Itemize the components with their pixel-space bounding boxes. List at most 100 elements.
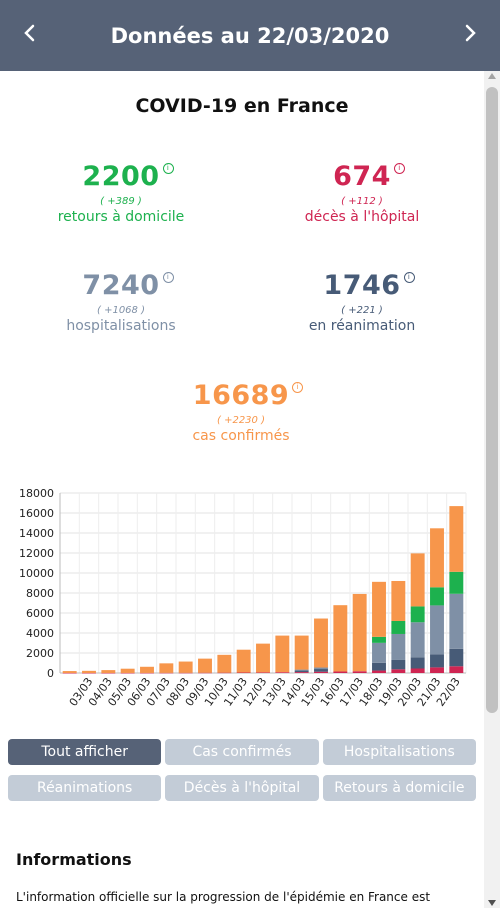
y-tick-label: 8000: [26, 587, 54, 600]
bar-retours: [410, 606, 425, 623]
stat-hospitalisations-delta: ( +1068 ): [97, 305, 145, 316]
bar-deces: [314, 671, 328, 673]
bar-confirmes: [159, 663, 174, 673]
bar-confirmes: [178, 661, 193, 673]
bar-retours: [372, 636, 386, 643]
chevron-right-icon: [465, 24, 476, 42]
bar-hospitalisations: [391, 633, 406, 660]
stat-reanimation-value: 1746 i: [323, 270, 415, 301]
main-content: COVID-19 en France 2200 i ( +389 ) retour…: [0, 71, 484, 908]
filter-row-1: Tout afficher Cas confirmés Hospitalisat…: [8, 739, 476, 765]
bar-deces: [120, 672, 135, 674]
scrollbar[interactable]: [484, 71, 500, 908]
info-icon[interactable]: i: [162, 272, 174, 283]
bar-confirmes: [82, 670, 96, 673]
filter-retours-button[interactable]: Retours à domicile: [322, 775, 476, 801]
bar-confirmes: [430, 528, 444, 588]
country-title: COVID-19 en France: [135, 95, 349, 117]
stat-confirmes-label: cas confirmés: [192, 428, 290, 444]
stat-deces: 674 i ( +112 ) décès à l'hôpital: [252, 161, 472, 225]
previous-day-button[interactable]: [14, 18, 44, 48]
stat-deces-label: décès à l'hôpital: [304, 209, 420, 225]
bar-deces: [333, 671, 348, 673]
bar-confirmes: [120, 668, 135, 673]
page-title: Données au 22/03/2020: [110, 23, 390, 48]
bar-confirmes: [294, 635, 309, 670]
bar-confirmes: [333, 605, 348, 672]
y-tick-label: 6000: [26, 607, 54, 620]
stat-retours: 2200 i ( +389 ) retours à domicile: [11, 161, 231, 225]
bar-deces: [352, 671, 367, 673]
bar-confirmes: [256, 643, 270, 673]
next-day-button[interactable]: [456, 18, 486, 48]
bar-confirmes: [62, 671, 77, 673]
bar-hospitalisations: [449, 593, 464, 649]
bar-deces: [236, 672, 251, 674]
bar-deces: [391, 669, 406, 673]
stat-hospitalisations: 7240 i ( +1068 ) hospitalisations: [11, 270, 231, 334]
info-icon[interactable]: i: [292, 382, 304, 393]
stat-hospitalisations-value: 7240 i: [82, 270, 174, 301]
bar-deces: [101, 672, 116, 674]
bar-deces: [178, 672, 193, 674]
bar-deces: [449, 666, 464, 673]
bar-confirmes: [391, 580, 406, 621]
bar-reanimation: [372, 662, 386, 671]
bar-deces: [275, 672, 290, 673]
bar-confirmes: [198, 658, 212, 673]
y-tick-label: 2000: [26, 647, 54, 660]
filter-hospitalisations-button[interactable]: Hospitalisations: [322, 739, 476, 765]
bar-confirmes: [101, 670, 116, 673]
stat-confirmes-delta: ( +2230 ): [217, 415, 265, 426]
filter-reanimations-button[interactable]: Réanimations: [8, 775, 162, 801]
stat-reanimation-delta: ( +221 ): [341, 305, 383, 316]
y-tick-label: 10000: [19, 567, 54, 580]
bar-reanimation: [391, 659, 406, 670]
informations-title: Informations: [16, 850, 132, 869]
stat-confirmes: 16689 i ( +2230 ) cas confirmés: [131, 380, 351, 444]
scroll-down-icon[interactable]: [488, 900, 496, 906]
y-tick-label: 14000: [19, 527, 54, 540]
bar-hospitalisations: [410, 622, 425, 658]
y-tick-label: 4000: [26, 627, 54, 640]
stat-hospitalisations-label: hospitalisations: [66, 318, 176, 334]
stat-retours-value: 2200 i: [82, 161, 174, 192]
y-tick-label: 16000: [19, 507, 54, 520]
bar-hospitalisations: [430, 605, 444, 655]
bar-deces: [82, 672, 96, 674]
info-icon[interactable]: i: [403, 272, 415, 283]
scrollbar-thumb[interactable]: [486, 87, 498, 713]
bar-confirmes: [140, 666, 154, 673]
scroll-up-icon[interactable]: [488, 73, 496, 79]
chevron-left-icon: [24, 24, 35, 42]
bar-confirmes: [314, 618, 328, 668]
filter-deces-button[interactable]: Décès à l'hôpital: [165, 775, 319, 801]
filter-confirmes-button[interactable]: Cas confirmés: [165, 739, 319, 765]
filter-row-2: Réanimations Décès à l'hôpital Retours à…: [8, 775, 476, 801]
bar-deces: [198, 672, 212, 674]
y-tick-label: 0: [47, 667, 54, 680]
bar-confirmes: [410, 553, 425, 607]
bar-confirmes: [352, 593, 367, 672]
bar-hospitalisations: [294, 669, 309, 671]
bar-confirmes: [236, 649, 251, 673]
bar-reanimation: [430, 654, 444, 668]
bar-deces: [294, 672, 309, 673]
stat-deces-value: 674 i: [333, 161, 405, 192]
bar-deces: [410, 668, 425, 673]
bar-retours: [391, 620, 406, 634]
bar-reanimation: [294, 670, 309, 673]
info-icon[interactable]: i: [162, 163, 174, 174]
stat-reanimation-label: en réanimation: [308, 318, 416, 334]
filter-all-button[interactable]: Tout afficher: [8, 739, 162, 765]
bar-deces: [430, 667, 444, 673]
bar-retours: [430, 587, 444, 606]
y-tick-label: 18000: [19, 487, 54, 500]
bar-deces: [372, 670, 386, 673]
bar-deces: [62, 672, 77, 674]
stat-retours-label: retours à domicile: [57, 209, 185, 225]
bar-deces: [140, 672, 154, 674]
bar-reanimation: [410, 657, 425, 669]
stat-confirmes-value: 16689 i: [193, 380, 304, 411]
info-icon[interactable]: i: [393, 163, 405, 174]
